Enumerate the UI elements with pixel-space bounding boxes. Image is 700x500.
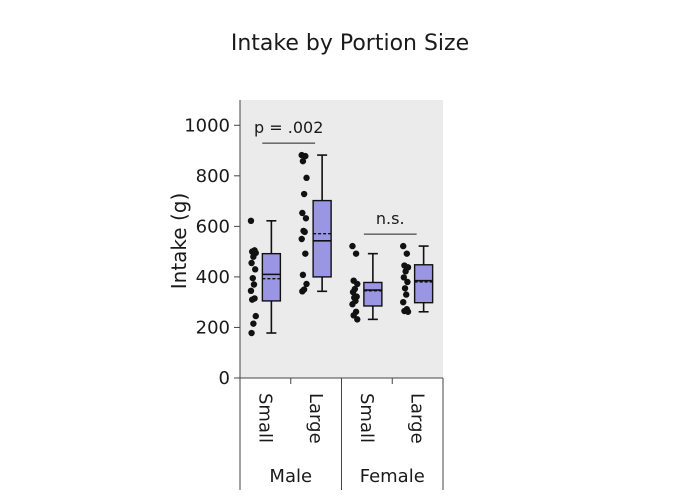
data-point: [299, 209, 306, 217]
box-female-large: [400, 242, 434, 315]
chart-title: Intake by Portion Size: [231, 31, 469, 56]
group-label: Female: [360, 466, 425, 487]
significance-annotations: p = .002 n.s.: [254, 118, 417, 235]
data-point: [349, 301, 356, 308]
data-point: [400, 242, 407, 250]
data-point: [302, 250, 309, 257]
box-male-large: [298, 151, 332, 295]
y-tick-label: 400: [196, 267, 230, 288]
data-point: [251, 266, 259, 273]
data-point: [248, 296, 256, 303]
data-point: [303, 174, 310, 182]
box: [312, 199, 332, 278]
data-point: [248, 259, 255, 267]
data-point: [248, 329, 255, 337]
data-point: [249, 274, 256, 282]
data-point: [402, 268, 409, 275]
data-point: [252, 312, 259, 320]
box: [363, 281, 383, 307]
data-point: [401, 285, 409, 292]
data-point: [404, 308, 412, 315]
data-point: [303, 280, 310, 288]
box: [413, 264, 434, 304]
box: [261, 252, 282, 302]
data-point: [300, 190, 308, 198]
data-point: [354, 316, 361, 323]
data-point: [301, 228, 308, 236]
significance-label: n.s.: [376, 209, 405, 228]
data-point: [352, 250, 360, 257]
data-point: [302, 215, 310, 222]
y-tick-label: 800: [196, 166, 230, 187]
box-female-small: [349, 242, 383, 323]
data-point: [298, 235, 305, 243]
plot-background: [240, 100, 443, 378]
plot-marks: [247, 151, 434, 337]
data-point: [349, 288, 357, 296]
data-point: [400, 274, 408, 281]
y-axis-label: Intake (g): [167, 193, 191, 290]
y-tick-label: 0: [219, 368, 230, 389]
category-label: Small: [356, 393, 377, 443]
data-point: [400, 298, 407, 306]
data-point: [354, 280, 361, 288]
significance-label: p = .002: [254, 118, 323, 137]
y-tick-label: 200: [196, 317, 230, 338]
category-label: Large: [305, 393, 326, 444]
y-axis: 0 200 400 600 800 1000: [184, 100, 241, 389]
data-point: [250, 253, 257, 260]
data-point: [299, 271, 307, 279]
y-tick-label: 600: [196, 216, 230, 237]
data-point: [250, 320, 257, 327]
y-tick-label: 1000: [184, 115, 230, 136]
data-point: [299, 288, 306, 295]
data-point: [247, 217, 255, 225]
data-point: [302, 152, 309, 160]
data-point: [349, 242, 356, 250]
box-male-small: [247, 217, 282, 337]
data-point: [403, 250, 411, 257]
data-point: [247, 287, 255, 295]
data-point: [299, 157, 307, 165]
x-axis: Male Small Large Female Small Large: [239, 377, 444, 490]
group-label: Male: [269, 466, 312, 487]
data-point: [404, 278, 411, 286]
data-point: [403, 291, 410, 298]
category-label: Small: [254, 393, 275, 443]
category-label: Large: [407, 393, 428, 444]
data-point: [250, 281, 258, 288]
